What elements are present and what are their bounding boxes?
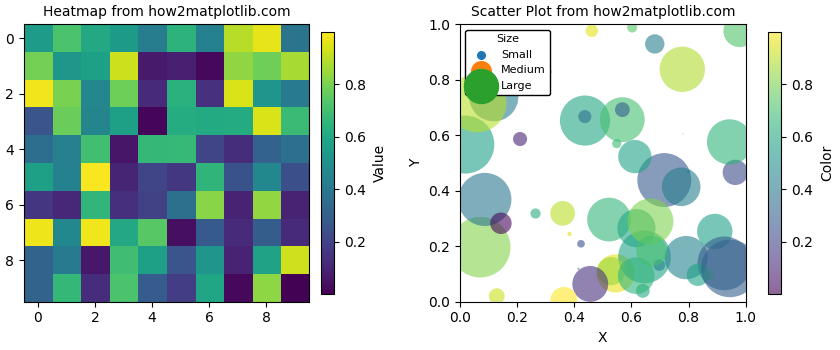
Point [575,241,588,247]
Point [459,142,472,147]
Point [478,197,491,202]
Point [616,107,629,112]
Point [675,184,688,190]
Point [658,177,671,183]
Point [602,217,616,222]
Point [578,118,591,123]
Y-axis label: Y: Y [408,159,423,167]
Point [628,154,642,159]
Point [513,136,527,142]
Point [556,211,570,216]
Point [702,272,716,278]
Point [490,293,503,299]
Point [636,288,649,294]
Point [494,220,507,226]
Point [708,229,722,234]
Point [563,231,576,237]
Point [529,211,543,216]
Y-axis label: Color: Color [820,145,834,181]
Point [616,117,629,122]
Point [578,114,591,119]
Point [626,25,639,30]
Point [543,69,557,75]
Point [630,225,643,231]
Point [723,139,737,145]
Point [645,248,659,254]
Point [487,94,501,99]
Legend: Small, Medium, Large: Small, Medium, Large [465,30,550,96]
Point [676,131,690,137]
Point [610,141,623,146]
Point [629,273,643,279]
Point [638,254,651,260]
Point [723,266,737,271]
Point [609,271,622,276]
Point [648,41,661,47]
Point [681,169,695,175]
Y-axis label: Value: Value [373,144,386,182]
Point [717,261,731,266]
Point [643,219,657,224]
Point [732,28,746,34]
Point [459,71,472,77]
Point [470,100,484,106]
Point [680,255,693,260]
Point [585,28,599,34]
Point [728,169,742,175]
Point [675,66,689,72]
Point [572,266,585,272]
X-axis label: X: X [598,331,607,345]
Point [557,298,570,303]
Point [653,262,666,268]
Point [604,268,617,274]
Point [584,281,597,287]
Point [691,272,705,278]
Title: Heatmap from how2matplotlib.com: Heatmap from how2matplotlib.com [43,5,291,19]
Title: Scatter Plot from how2matplotlib.com: Scatter Plot from how2matplotlib.com [470,5,735,19]
Point [474,244,487,250]
